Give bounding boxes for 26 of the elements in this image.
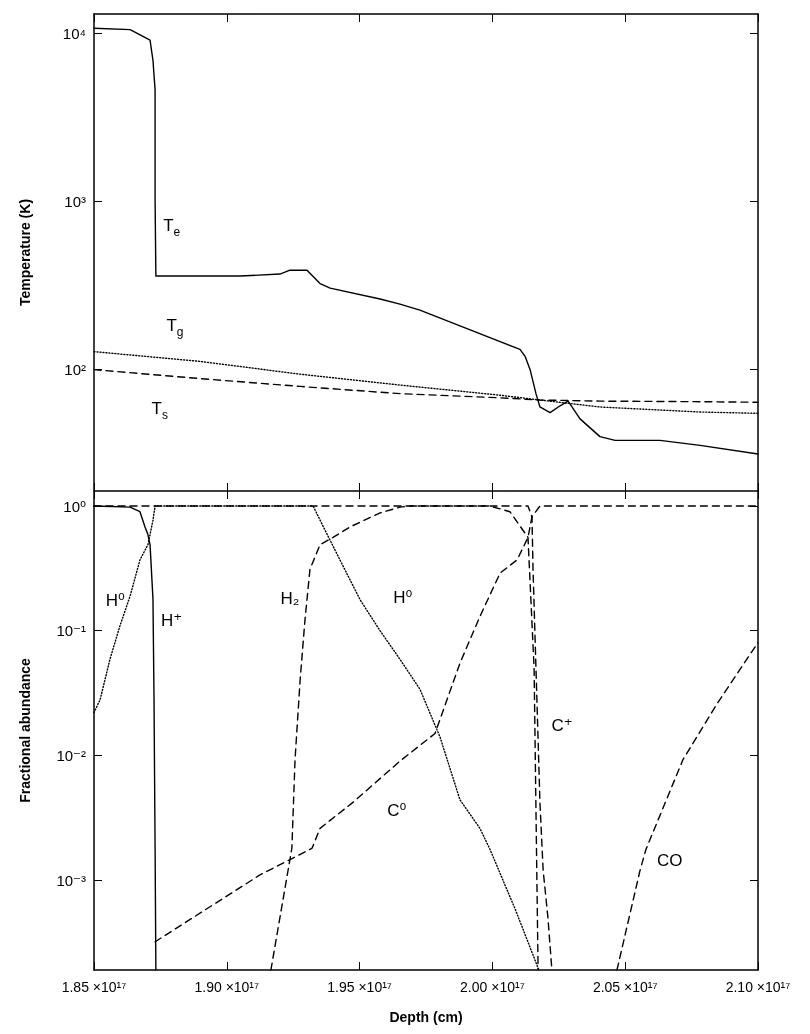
series-label: H₂: [280, 588, 300, 608]
x-tick-label: 2.05 ×10¹⁷: [592, 979, 658, 995]
y-axis-title: Fractional abundance: [17, 657, 33, 803]
series-label: T$_{s}$: [151, 398, 168, 422]
y-tick-label: 10²: [64, 361, 86, 379]
x-tick-label: 1.95 ×10¹⁷: [327, 979, 392, 995]
x-tick-label: 1.85 ×10¹⁷: [61, 979, 127, 995]
x-axis-title: Depth (cm): [389, 1009, 463, 1025]
x-tick-label: 2.00 ×10¹⁷: [460, 979, 525, 995]
series-label: CO: [656, 850, 683, 870]
x-tick-label: 1.90 ×10¹⁷: [194, 979, 260, 995]
series-label: T$_{g}$: [166, 315, 184, 339]
series-label: C⁰: [387, 800, 407, 820]
y-tick-label: 10⁻³: [56, 871, 86, 889]
y-tick-label: 10⁰: [63, 497, 86, 515]
y-tick-label: 10³: [64, 192, 86, 210]
series-label: H⁺: [161, 610, 183, 630]
series-label: C⁺: [551, 715, 573, 735]
y-tick-label: 10⁴: [62, 24, 86, 42]
series-label: H⁰: [105, 590, 125, 610]
y-tick-label: 10⁻²: [56, 746, 86, 764]
y-tick-label: 10⁻¹: [56, 622, 86, 640]
x-tick-label: 2.10 ×10¹⁷: [725, 979, 791, 995]
text: H⁰: [393, 587, 413, 607]
series-label: T$_{e}$: [163, 215, 181, 239]
y-axis-title: Temperature (K): [17, 198, 33, 307]
